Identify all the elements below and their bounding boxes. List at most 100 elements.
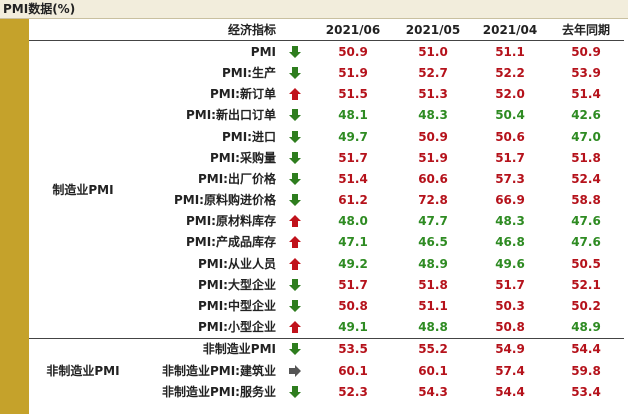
value-cell: 51.8 <box>571 150 601 165</box>
value-cell: 50.4 <box>495 108 525 123</box>
value-cell: 50.9 <box>418 129 448 144</box>
header-sector <box>29 19 137 42</box>
value-cell: 49.6 <box>495 256 525 271</box>
table-row: 非制造业PMI:服务业 52.3 54.3 54.4 53.4 <box>29 381 624 402</box>
value-cell: 53.4 <box>571 384 601 399</box>
value-cell: 48.9 <box>418 256 448 271</box>
header-2021-06: 2021/06 <box>312 19 394 42</box>
down-arrow-icon <box>278 274 312 295</box>
value-cell: 57.4 <box>495 363 525 378</box>
value-cell: 49.1 <box>338 320 368 335</box>
value-cell: 54.9 <box>472 337 548 360</box>
value-cell: 47.1 <box>338 235 368 250</box>
sector-label: 非制造业PMI <box>29 337 137 403</box>
value-cell: 49.2 <box>338 256 368 271</box>
up-arrow-icon <box>278 253 312 274</box>
value-cell: 53.5 <box>312 337 394 360</box>
value-cell: 48.3 <box>495 214 525 229</box>
table-row: PMI:原材料库存 48.0 47.7 48.3 47.6 <box>29 211 624 232</box>
table-title: PMI数据(%) <box>3 2 76 16</box>
table-row: PMI:中型企业 50.8 51.1 50.3 50.2 <box>29 295 624 316</box>
table-row: PMI:采购量 51.7 51.9 51.7 51.8 <box>29 147 624 168</box>
value-cell: 50.3 <box>495 299 525 314</box>
value-cell: 47.6 <box>571 235 601 250</box>
indicator-label: PMI:新出口订单 <box>185 108 276 123</box>
value-cell: 55.2 <box>394 337 472 360</box>
table-row: PMI:进口 49.7 50.9 50.6 47.0 <box>29 126 624 147</box>
value-cell: 51.8 <box>418 277 448 292</box>
indicator-label: PMI:从业人员 <box>197 256 276 271</box>
value-cell: 51.4 <box>571 87 601 102</box>
down-arrow-icon <box>278 147 312 168</box>
value-cell: 50.8 <box>495 320 525 335</box>
gold-side-stripe <box>0 19 29 414</box>
value-cell: 49.7 <box>338 129 368 144</box>
value-cell: 50.9 <box>571 44 601 59</box>
indicator-label: PMI:中型企业 <box>197 299 276 314</box>
up-arrow-icon <box>278 317 312 339</box>
down-arrow-icon <box>278 105 312 126</box>
value-cell: 60.1 <box>338 363 368 378</box>
header-2021-04: 2021/04 <box>472 19 548 42</box>
header-arrow <box>278 19 312 42</box>
value-cell: 52.0 <box>495 87 525 102</box>
indicator-label: PMI:产成品库存 <box>185 235 276 250</box>
pmi-table: 经济指标 2021/06 2021/05 2021/04 去年同期 制造业PMI… <box>29 19 624 403</box>
table-row: PMI:新订单 51.5 51.3 52.0 51.4 <box>29 84 624 105</box>
down-arrow-icon <box>278 381 312 402</box>
value-cell: 51.5 <box>338 87 368 102</box>
value-cell: 54.4 <box>495 384 525 399</box>
value-cell: 48.3 <box>418 108 448 123</box>
table-row: PMI:小型企业 49.1 48.8 50.8 48.9 <box>29 317 624 339</box>
down-arrow-icon <box>278 126 312 147</box>
header-indicator: 经济指标 <box>137 19 278 42</box>
value-cell: 53.9 <box>571 65 601 80</box>
value-cell: 48.1 <box>338 108 368 123</box>
value-cell: 54.3 <box>418 384 448 399</box>
value-cell: 52.7 <box>418 65 448 80</box>
value-cell: 51.3 <box>418 87 448 102</box>
value-cell: 50.9 <box>338 44 368 59</box>
header-2021-05: 2021/05 <box>394 19 472 42</box>
value-cell: 47.6 <box>571 214 601 229</box>
value-cell: 51.7 <box>338 150 368 165</box>
value-cell: 57.3 <box>495 171 525 186</box>
value-cell: 51.9 <box>418 150 448 165</box>
value-cell: 51.9 <box>338 65 368 80</box>
down-arrow-icon <box>278 337 312 360</box>
header-row: 经济指标 2021/06 2021/05 2021/04 去年同期 <box>29 19 624 42</box>
down-arrow-icon <box>278 295 312 316</box>
table-row: PMI:新出口订单 48.1 48.3 50.4 42.6 <box>29 105 624 126</box>
value-cell: 59.8 <box>571 363 601 378</box>
indicator-label: PMI:出厂价格 <box>197 171 276 186</box>
header-last-year: 去年同期 <box>548 19 624 42</box>
value-cell: 48.9 <box>571 320 601 335</box>
sector-label: 制造业PMI <box>52 182 114 197</box>
indicator-label: PMI:原材料库存 <box>185 214 276 229</box>
table-row: PMI:大型企业 51.7 51.8 51.7 52.1 <box>29 274 624 295</box>
value-cell: 58.8 <box>571 193 601 208</box>
value-cell: 47.0 <box>571 129 601 144</box>
value-cell: 51.1 <box>495 44 525 59</box>
table-row: PMI:生产 51.9 52.7 52.2 53.9 <box>29 62 624 83</box>
indicator-label: 非制造业PMI:建筑业 <box>161 363 276 378</box>
value-cell: 51.4 <box>338 171 368 186</box>
table-row: 非制造业PMI 非制造业PMI 53.5 55.2 54.9 54.4 <box>29 337 624 403</box>
down-arrow-icon <box>278 190 312 211</box>
value-cell: 47.7 <box>418 214 448 229</box>
indicator-label: 非制造业PMI:服务业 <box>161 384 276 399</box>
up-arrow-icon <box>278 211 312 232</box>
value-cell: 51.7 <box>495 150 525 165</box>
down-arrow-icon <box>278 62 312 83</box>
table-row: PMI:产成品库存 47.1 46.5 46.8 47.6 <box>29 232 624 253</box>
value-cell: 50.6 <box>495 129 525 144</box>
value-cell: 60.1 <box>418 363 448 378</box>
value-cell: 46.8 <box>495 235 525 250</box>
down-arrow-icon <box>278 168 312 189</box>
value-cell: 66.9 <box>495 193 525 208</box>
indicator-label: PMI:小型企业 <box>197 320 276 335</box>
title-bar: PMI数据(%) <box>0 0 628 19</box>
value-cell: 50.8 <box>338 299 368 314</box>
table-row: PMI:原料购进价格 61.2 72.8 66.9 58.8 <box>29 190 624 211</box>
value-cell: 51.0 <box>418 44 448 59</box>
